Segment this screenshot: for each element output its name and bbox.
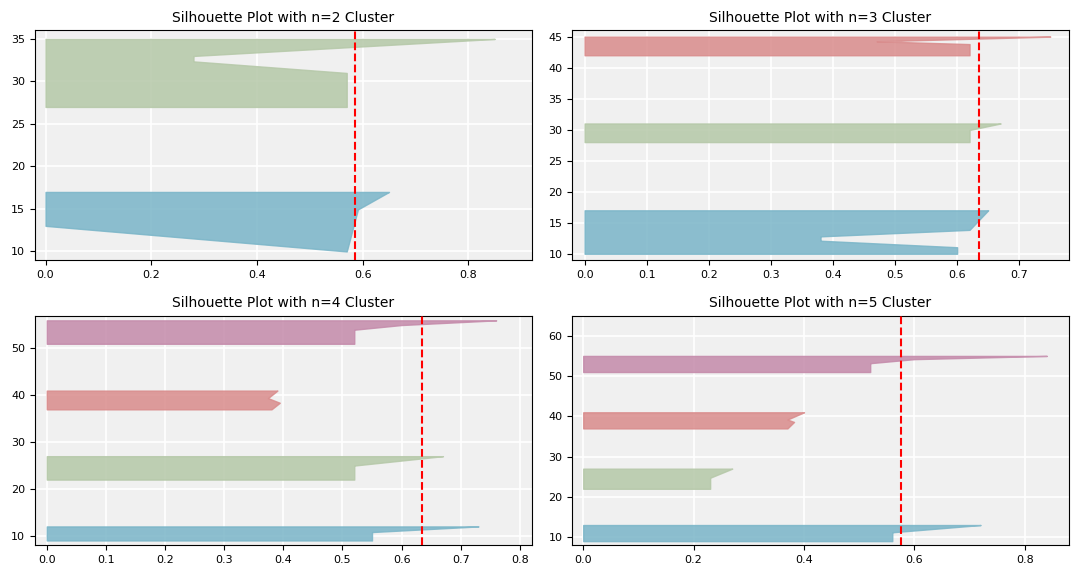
Title: Silhouette Plot with n=4 Cluster: Silhouette Plot with n=4 Cluster — [172, 296, 394, 310]
Title: Silhouette Plot with n=5 Cluster: Silhouette Plot with n=5 Cluster — [710, 296, 932, 310]
Title: Silhouette Plot with n=2 Cluster: Silhouette Plot with n=2 Cluster — [172, 11, 394, 25]
Title: Silhouette Plot with n=3 Cluster: Silhouette Plot with n=3 Cluster — [710, 11, 932, 25]
